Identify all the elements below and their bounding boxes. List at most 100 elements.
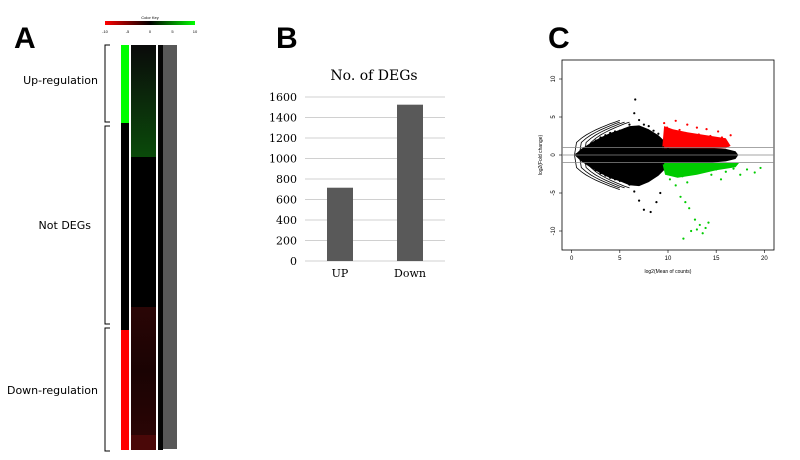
color-key-tick-label: 0 — [149, 29, 152, 34]
ma-point-not-degs — [642, 123, 646, 126]
ma-point-not-degs — [715, 150, 718, 153]
ma-point-up-regulation — [701, 137, 704, 141]
ma-point-up-regulation — [671, 134, 674, 137]
ma-point-down-regulation — [681, 175, 684, 178]
ma-plot-lower-band — [574, 154, 620, 190]
ma-point-up-regulation — [663, 121, 666, 125]
ma-point-down-regulation — [686, 181, 689, 184]
ma-plot-upper-band — [583, 121, 625, 156]
ma-plot-x-tick-label: 10 — [665, 256, 672, 262]
ma-point-down-regulation — [684, 201, 687, 204]
ma-point-down-regulation — [690, 170, 694, 173]
ma-point-not-degs — [618, 179, 621, 182]
ma-point-not-degs — [637, 118, 641, 122]
ma-point-not-degs — [604, 174, 607, 177]
bar-chart-x-ticks: UP Down — [332, 267, 426, 280]
ma-plot-upper-band — [588, 121, 630, 156]
ma-point-up-regulation — [709, 134, 712, 138]
heatmap-column-1-bottom — [131, 435, 156, 450]
ma-point-not-degs — [695, 150, 699, 153]
ma-point-down-regulation — [724, 170, 727, 173]
bar-chart-title: No. of DEGs — [330, 68, 417, 84]
ma-point-up-regulation — [684, 131, 687, 135]
ma-point-down-regulation — [690, 229, 693, 233]
ma-point-up-regulation — [668, 131, 672, 134]
ma-point-not-degs — [633, 112, 636, 115]
ma-point-up-regulation — [681, 140, 684, 143]
heatmap-group-bar-down — [121, 330, 129, 450]
ma-point-not-degs — [589, 165, 593, 168]
ma-plot-x-tick-label: 5 — [618, 256, 622, 262]
bracket-up — [104, 44, 110, 123]
ma-point-down-regulation — [671, 172, 674, 175]
ma-point-up-regulation — [695, 126, 699, 129]
bar-up — [327, 187, 353, 261]
color-key-tick-label: -10 — [102, 29, 109, 34]
ma-point-not-degs — [609, 176, 612, 179]
bar-chart-y-tick-label: 1000 — [269, 153, 297, 166]
ma-point-up-regulation — [680, 143, 683, 146]
ma-point-not-degs — [686, 158, 689, 161]
ma-point-down-regulation — [701, 232, 704, 235]
ma-point-not-degs — [628, 183, 631, 186]
bar-chart-y-tick-label: 0 — [290, 255, 297, 268]
ma-point-not-degs — [589, 142, 593, 145]
color-key-title: Color Key — [141, 15, 159, 20]
ma-plot-upper-band — [578, 121, 620, 156]
ma-point-not-degs — [715, 156, 718, 160]
ma-point-up-regulation — [678, 128, 681, 132]
bar-chart-panel: No. of DEGs 0 200 400 600 800 1000 1200 1400 160… — [269, 68, 445, 280]
ma-plot-x-tick-label: 0 — [570, 256, 574, 262]
ma-point-not-degs — [609, 131, 612, 135]
heatmap-group-label-not: Not DEGs — [38, 219, 91, 232]
ma-point-not-degs — [705, 149, 708, 152]
bar-chart-y-tick-label: 1400 — [269, 112, 297, 125]
ma-point-down-regulation — [679, 195, 682, 198]
heatmap-column-1-up — [131, 45, 156, 157]
heatmap-group-bar-not — [121, 123, 129, 330]
ma-point-down-regulation — [739, 173, 742, 176]
ma-point-not-degs — [655, 201, 658, 204]
ma-point-not-degs — [623, 128, 626, 131]
ma-point-not-degs — [580, 158, 583, 161]
ma-point-down-regulation — [715, 168, 718, 171]
ma-plot-points — [575, 98, 762, 240]
ma-point-down-regulation — [674, 184, 677, 187]
ma-point-up-regulation — [693, 144, 697, 147]
ma-plot-lower-band — [578, 154, 620, 189]
ma-point-down-regulation — [676, 166, 679, 169]
ma-point-down-regulation — [668, 178, 672, 181]
ma-plot-y-tick-label: 0 — [551, 153, 557, 157]
ma-plot-x-tick-label: 15 — [713, 256, 720, 262]
ma-point-not-degs — [666, 147, 670, 151]
ma-plot-y-tick-label: 5 — [551, 115, 557, 119]
ma-plot-y-tick-label: 10 — [551, 75, 557, 82]
bar-chart-x-tick-label: Down — [394, 267, 426, 280]
ma-point-down-regulation — [704, 226, 707, 230]
panel-label-a: A — [14, 22, 36, 55]
ma-plot-down-band — [662, 162, 740, 178]
ma-plot-dense-cloud — [574, 125, 739, 187]
ma-point-not-degs — [686, 149, 689, 152]
ma-plot-x-label: log2(Mean of counts) — [645, 269, 692, 275]
ma-plot-lower-band — [583, 154, 625, 189]
ma-point-down-regulation — [745, 168, 749, 171]
ma-plot-x-ticks: 0 5 10 15 20 — [570, 250, 768, 262]
ma-point-down-regulation — [753, 171, 756, 174]
bracket-down — [104, 327, 110, 452]
bar-chart-x-tick-label: UP — [332, 267, 349, 280]
bar-chart-y-tick-label: 1200 — [269, 132, 297, 145]
ma-point-not-degs — [705, 157, 708, 160]
heatmap-column-2 — [158, 45, 163, 450]
ma-plot-y-tick-label: -10 — [551, 226, 557, 235]
ma-point-not-degs — [637, 199, 641, 202]
ma-point-down-regulation — [693, 218, 697, 221]
ma-point-up-regulation — [665, 126, 669, 129]
ma-point-not-degs — [634, 98, 637, 101]
color-key-tick-label: 10 — [193, 29, 198, 34]
ma-point-not-degs — [659, 191, 662, 195]
ma-point-up-regulation — [705, 128, 708, 131]
ma-point-down-regulation — [719, 178, 723, 181]
ma-plot-cloud — [574, 120, 740, 190]
